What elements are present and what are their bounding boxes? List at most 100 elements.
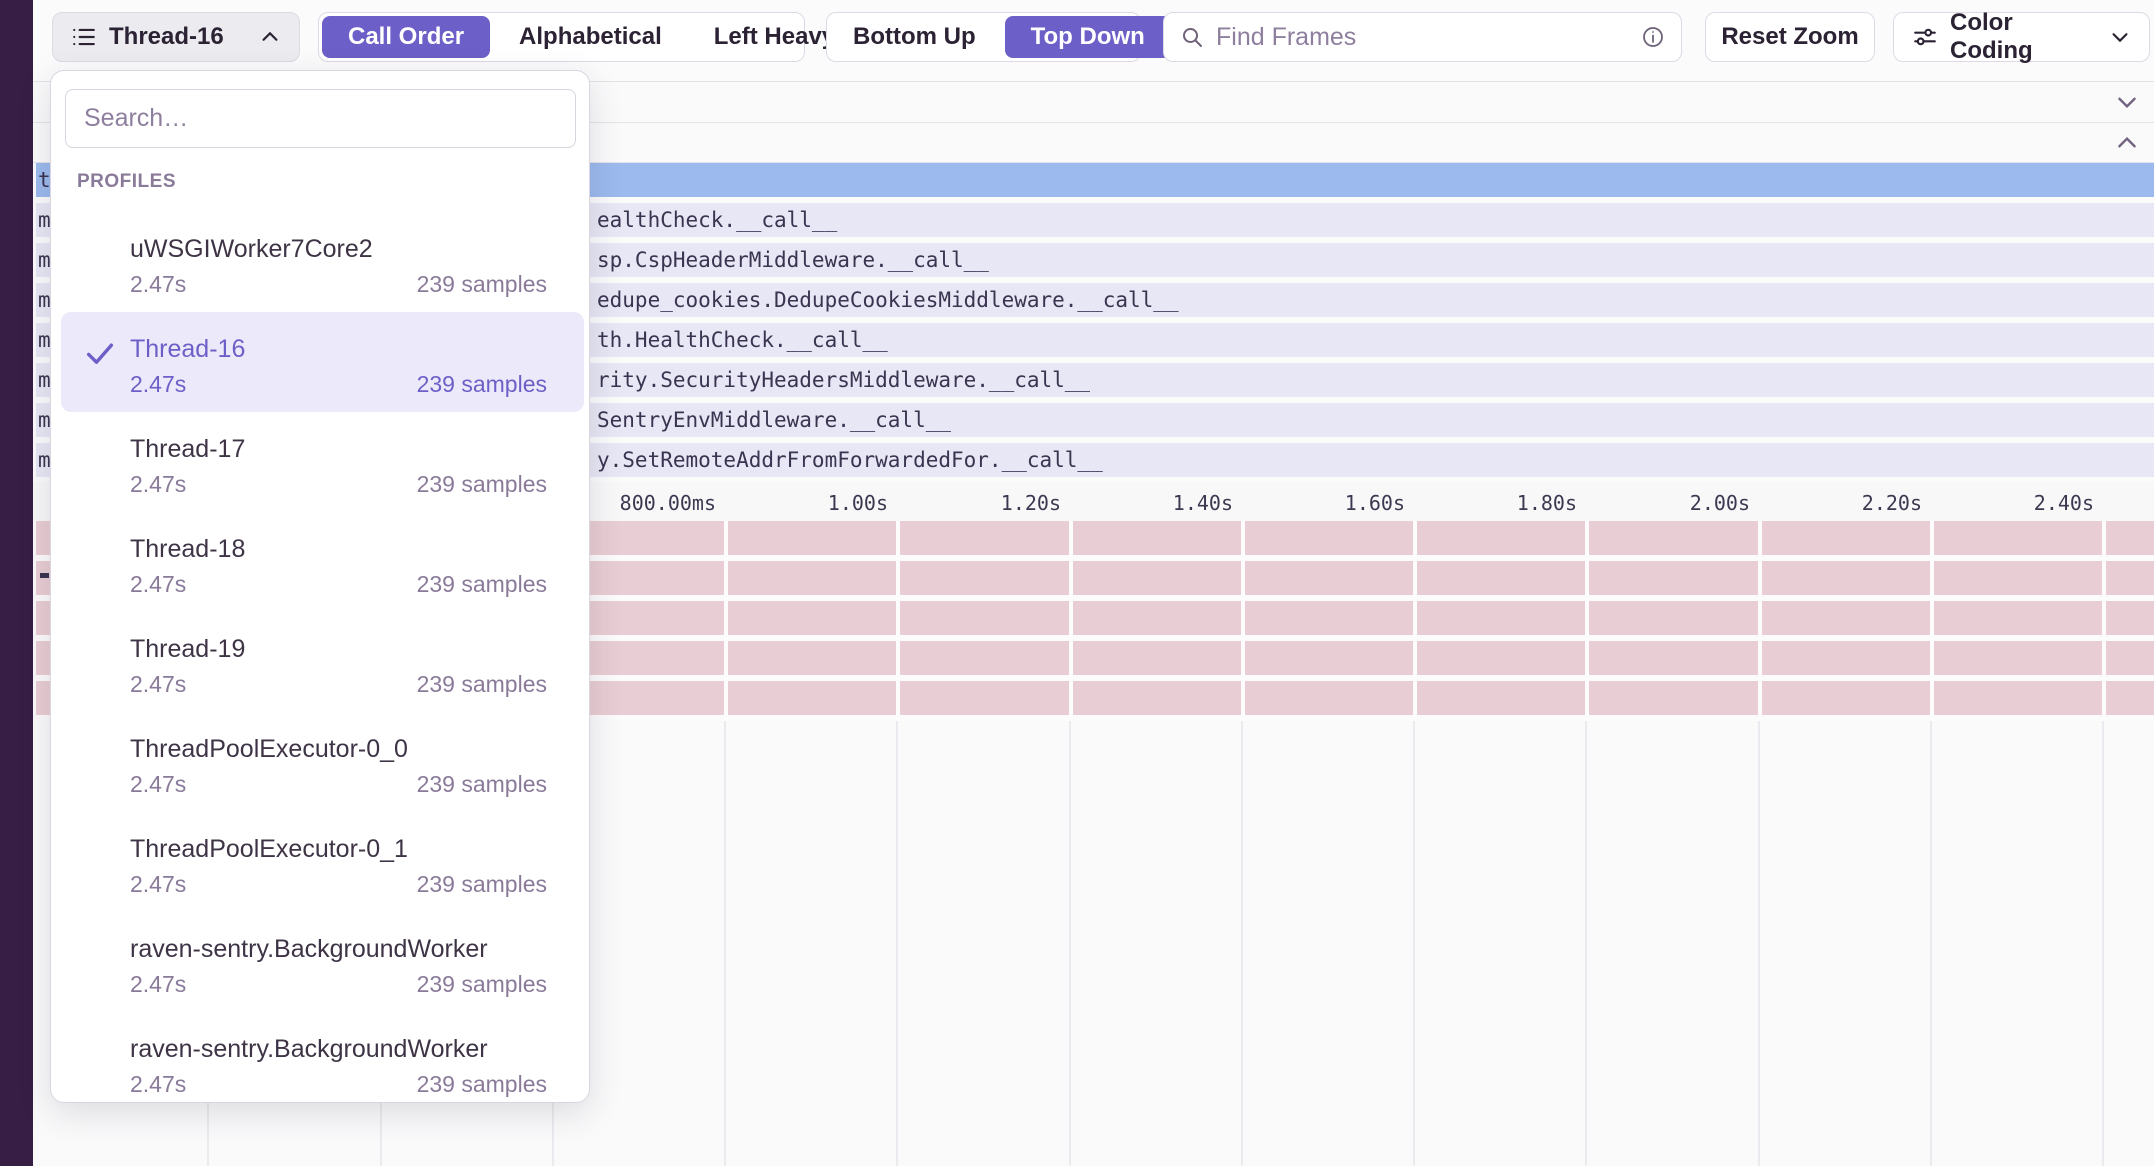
find-frames-placeholder: Find Frames — [1216, 22, 1357, 51]
thread-selector-label: Thread-16 — [109, 23, 224, 50]
profile-option[interactable]: raven-sentry.BackgroundWorker 2.47s 239 sa… — [61, 1012, 584, 1112]
reset-zoom-label: Reset Zoom — [1721, 23, 1859, 50]
profile-name: Thread-16 — [130, 335, 246, 363]
axis-tick-label: 2.00s — [1689, 491, 1750, 515]
gridline — [724, 721, 726, 1166]
profile-name: Thread-17 — [130, 435, 246, 463]
profile-samples: 239 samples — [416, 871, 547, 897]
profile-duration: 2.47s — [130, 271, 187, 297]
gridline — [1241, 721, 1243, 1166]
profile-duration: 2.47s — [130, 671, 187, 697]
profile-name: Thread-18 — [130, 535, 246, 563]
profile-option[interactable]: Thread-19 2.47s 239 samples — [61, 612, 584, 712]
toolbar: Thread-16 Call Order Alphabetical Left Hea… — [33, 0, 2154, 81]
check-icon — [83, 336, 117, 370]
gridline — [1069, 721, 1071, 1166]
gridline — [1069, 521, 1073, 721]
gridline — [1758, 721, 1760, 1166]
frame-label: SentryEnvMiddleware.__call__ — [597, 408, 952, 432]
gridline — [896, 721, 898, 1166]
search-icon — [1180, 25, 1204, 49]
direction-option-bottom-up[interactable]: Bottom Up — [853, 23, 976, 50]
profile-duration: 2.47s — [130, 371, 187, 397]
thread-dropdown: Search… PROFILES uWSGIWorker7Core2 2.47s 2… — [50, 70, 590, 1103]
profile-samples: 239 samples — [416, 1071, 547, 1097]
frame-label: edupe_cookies.DedupeCookiesMiddleware.__… — [597, 288, 1179, 312]
gridline — [724, 521, 728, 721]
dropdown-search-input[interactable]: Search… — [65, 89, 576, 148]
frame-label-left-fragment: t — [38, 168, 51, 192]
dropdown-search-placeholder: Search… — [84, 104, 189, 132]
profile-name: raven-sentry.BackgroundWorker — [130, 1035, 488, 1063]
gridline — [1413, 721, 1415, 1166]
gridline — [1930, 721, 1932, 1166]
profile-option[interactable]: ThreadPoolExecutor-0_1 2.47s 239 samples — [61, 812, 584, 912]
axis-tick-label: 1.80s — [1516, 491, 1577, 515]
profile-name: ThreadPoolExecutor-0_0 — [130, 735, 408, 763]
gridline — [2102, 521, 2106, 721]
direction-option-top-down[interactable]: Top Down — [1004, 16, 1171, 58]
profile-samples: 239 samples — [416, 771, 547, 797]
chevron-up-icon — [2114, 130, 2140, 156]
axis-tick-label: 1.00s — [827, 491, 888, 515]
sort-option-alphabetical[interactable]: Alphabetical — [519, 23, 662, 50]
gridline — [1758, 521, 1762, 721]
profile-option[interactable]: uWSGIWorker7Core2 2.47s 239 samples — [61, 212, 584, 312]
collapsed-sidebar-rail[interactable] — [0, 0, 33, 1166]
color-coding-label: Color Coding — [1950, 9, 2033, 64]
gridline — [1585, 521, 1589, 721]
axis-tick-label: 1.60s — [1344, 491, 1405, 515]
profile-duration: 2.47s — [130, 971, 187, 997]
profile-samples: 239 samples — [416, 971, 547, 997]
profile-option[interactable]: raven-sentry.BackgroundWorker 2.47s 239 sa… — [61, 912, 584, 1012]
axis-tick-label: 2.20s — [1861, 491, 1922, 515]
frame-label-left-fragment: m — [38, 448, 51, 472]
gridline — [1930, 521, 1934, 721]
profile-samples: 239 samples — [416, 571, 547, 597]
mini-frame — [40, 573, 49, 578]
profile-duration: 2.47s — [130, 1071, 187, 1097]
frame-label: th.HealthCheck.__call__ — [597, 328, 888, 352]
frame-label-left-fragment: m — [38, 328, 51, 352]
profile-samples: 239 samples — [416, 371, 547, 397]
profile-duration: 2.47s — [130, 871, 187, 897]
profile-samples: 239 samples — [416, 671, 547, 697]
frame-label-left-fragment: m — [38, 248, 51, 272]
list-icon — [71, 24, 97, 50]
profile-name: raven-sentry.BackgroundWorker — [130, 935, 488, 963]
frame-label: ealthCheck.__call__ — [597, 208, 838, 232]
sort-option-left-heavy[interactable]: Left Heavy — [713, 23, 836, 50]
color-coding-button[interactable]: Color Coding — [1893, 9, 2150, 64]
profile-option[interactable]: Thread-17 2.47s 239 samples — [61, 412, 584, 512]
frame-label-left-fragment: m — [38, 408, 51, 432]
chevron-up-icon — [259, 26, 281, 48]
axis-tick-label: 1.40s — [1172, 491, 1233, 515]
frame-label: y.SetRemoteAddrFromForwardedFor.__call__ — [597, 448, 1103, 472]
chevron-down-icon — [2114, 89, 2140, 115]
gridline — [1585, 721, 1587, 1166]
axis-tick-label: 800.00ms — [619, 491, 716, 515]
chevron-down-icon — [2109, 26, 2131, 48]
profile-name: Thread-19 — [130, 635, 246, 663]
profile-name: uWSGIWorker7Core2 — [130, 235, 373, 263]
reset-zoom-button[interactable]: Reset Zoom — [1705, 12, 1875, 62]
info-icon[interactable] — [1641, 25, 1665, 49]
profile-duration: 2.47s — [130, 771, 187, 797]
gridline — [1413, 521, 1417, 721]
profile-option[interactable]: ThreadPoolExecutor-0_0 2.47s 239 samples — [61, 712, 584, 812]
gridline — [2102, 721, 2104, 1166]
profile-option[interactable]: Thread-16 2.47s 239 samples — [61, 312, 584, 412]
profile-samples: 239 samples — [416, 271, 547, 297]
gridline — [1241, 521, 1245, 721]
frame-label-left-fragment: m — [38, 368, 51, 392]
frame-label-left-fragment: m — [38, 288, 51, 312]
find-frames-input[interactable]: Find Frames — [1163, 12, 1682, 62]
profile-option[interactable]: Thread-18 2.47s 239 samples — [61, 512, 584, 612]
profile-duration: 2.47s — [130, 571, 187, 597]
direction-segmented-control: Bottom Up Top Down — [826, 12, 1171, 62]
thread-selector-button[interactable]: Thread-16 — [52, 12, 300, 62]
frame-label: sp.CspHeaderMiddleware.__call__ — [597, 248, 989, 272]
axis-tick-label: 1.20s — [1000, 491, 1061, 515]
profile-samples: 239 samples — [416, 471, 547, 497]
sort-option-call-order[interactable]: Call Order — [322, 16, 491, 58]
